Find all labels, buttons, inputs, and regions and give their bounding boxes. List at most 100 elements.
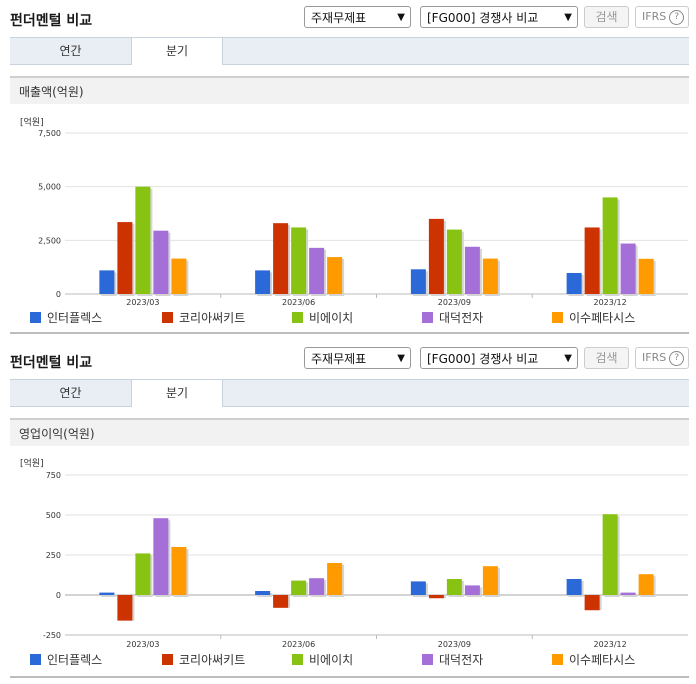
- chevron-down-icon: ▼: [397, 353, 405, 364]
- legend-swatch: [30, 312, 41, 323]
- bar[interactable]: [171, 547, 187, 595]
- bar[interactable]: [620, 243, 636, 294]
- bar-shadow: [101, 594, 117, 597]
- y-tick-label: 2,500: [38, 236, 61, 245]
- ifrs-button[interactable]: IFRS?: [635, 347, 689, 369]
- bar[interactable]: [428, 218, 444, 294]
- peer-select[interactable]: [FG000] 경쟁사 비교 ▼: [420, 6, 578, 28]
- bar[interactable]: [255, 591, 271, 595]
- legend-item[interactable]: 인터플렉스: [30, 652, 102, 668]
- legend-item[interactable]: 비에이치: [292, 652, 353, 668]
- bar[interactable]: [482, 258, 498, 294]
- bar[interactable]: [171, 258, 187, 294]
- legend-label: 이수페타시스: [569, 653, 636, 667]
- legend-item[interactable]: 인터플렉스: [30, 310, 102, 326]
- peer-select-value: [FG000] 경쟁사 비교: [427, 11, 539, 25]
- statement-select-value: 주재무제표: [311, 11, 367, 25]
- period-tabs: 연간 분기: [10, 379, 689, 407]
- legend-item[interactable]: 대덕전자: [422, 310, 483, 326]
- legend-item[interactable]: 비에이치: [292, 310, 353, 326]
- bar[interactable]: [602, 514, 618, 595]
- bar[interactable]: [464, 246, 480, 294]
- legend-swatch: [162, 654, 173, 665]
- search-button[interactable]: 검색: [584, 6, 629, 28]
- bar[interactable]: [446, 229, 462, 294]
- statement-select-value: 주재무제표: [311, 352, 367, 366]
- bar[interactable]: [464, 585, 480, 595]
- bar[interactable]: [273, 595, 289, 608]
- bar[interactable]: [482, 566, 498, 595]
- x-tick-label: 2023/03: [126, 298, 159, 307]
- search-button[interactable]: 검색: [584, 347, 629, 369]
- legend-swatch: [552, 312, 563, 323]
- bar[interactable]: [327, 257, 343, 294]
- bar[interactable]: [117, 595, 133, 621]
- statement-select[interactable]: 주재무제표 ▼: [304, 6, 411, 28]
- operating-profit-chart: -250 0 250 500 750 2023/03 2023/06 2023/09 2023/…: [43, 471, 688, 649]
- peer-select-value: [FG000] 경쟁사 비교: [427, 352, 539, 366]
- peer-select[interactable]: [FG000] 경쟁사 비교 ▼: [420, 347, 578, 369]
- ifrs-button[interactable]: IFRS?: [635, 6, 689, 28]
- legend-label: 비에이치: [309, 311, 354, 325]
- bar[interactable]: [566, 272, 582, 294]
- fundamental-section-1: 펀더멘털 비교 주재무제표 ▼ [FG000] 경쟁사 비교 ▼ 검색 IFRS…: [0, 0, 696, 340]
- legend-item[interactable]: 코리아써키트: [162, 310, 245, 326]
- legend-swatch: [292, 312, 303, 323]
- bar[interactable]: [566, 579, 582, 595]
- chart-legend: 인터플렉스 코리아써키트 비에이치 대덕전자 이수페타시스: [30, 310, 690, 326]
- bar[interactable]: [309, 578, 325, 595]
- legend-swatch: [292, 654, 303, 665]
- chevron-down-icon: ▼: [564, 12, 572, 23]
- bar[interactable]: [327, 563, 343, 595]
- legend-item[interactable]: 대덕전자: [422, 652, 483, 668]
- bar[interactable]: [291, 227, 307, 294]
- y-tick-label: 7,500: [38, 129, 61, 138]
- bar[interactable]: [638, 574, 654, 595]
- bar[interactable]: [410, 581, 426, 595]
- legend-label: 대덕전자: [439, 653, 484, 667]
- legend-swatch: [422, 654, 433, 665]
- bar[interactable]: [428, 595, 444, 599]
- bar[interactable]: [99, 270, 115, 294]
- bar[interactable]: [638, 258, 654, 294]
- bar[interactable]: [117, 222, 133, 294]
- bar[interactable]: [446, 579, 462, 595]
- y-tick-label: 0: [56, 591, 61, 600]
- bar[interactable]: [153, 230, 169, 294]
- bar[interactable]: [584, 595, 600, 611]
- chart-unit: [억원]: [20, 459, 44, 469]
- x-tick-label: 2023/09: [438, 298, 471, 307]
- bar-shadow: [622, 594, 638, 597]
- bar[interactable]: [135, 553, 151, 595]
- bar[interactable]: [620, 592, 636, 595]
- bar[interactable]: [410, 269, 426, 294]
- bar[interactable]: [584, 227, 600, 294]
- legend-label: 인터플렉스: [47, 653, 103, 667]
- legend-swatch: [30, 654, 41, 665]
- bar[interactable]: [602, 197, 618, 294]
- tab-annual[interactable]: 연간: [59, 386, 82, 400]
- bar[interactable]: [135, 186, 151, 294]
- bar[interactable]: [153, 518, 169, 595]
- legend-item[interactable]: 코리아써키트: [162, 652, 245, 668]
- divider: [10, 676, 689, 678]
- bar[interactable]: [309, 247, 325, 294]
- y-tick-label: 500: [46, 511, 61, 520]
- help-icon: ?: [669, 350, 685, 366]
- legend-item[interactable]: 이수페타시스: [552, 310, 635, 326]
- tab-quarterly[interactable]: 분기: [131, 38, 223, 65]
- legend-item[interactable]: 이수페타시스: [552, 652, 635, 668]
- y-tick-label: 250: [46, 551, 61, 560]
- ifrs-label: IFRS: [642, 10, 667, 23]
- tab-quarterly[interactable]: 분기: [131, 380, 223, 407]
- tab-annual[interactable]: 연간: [59, 44, 82, 58]
- chevron-down-icon: ▼: [564, 353, 572, 364]
- bar[interactable]: [255, 270, 271, 294]
- statement-select[interactable]: 주재무제표 ▼: [304, 347, 411, 369]
- bar[interactable]: [99, 592, 115, 595]
- bar[interactable]: [291, 580, 307, 595]
- x-tick-label: 2023/06: [282, 298, 315, 307]
- legend-label: 코리아써키트: [179, 653, 246, 667]
- chart-title: 영업이익(억원): [10, 418, 689, 446]
- bar[interactable]: [273, 223, 289, 294]
